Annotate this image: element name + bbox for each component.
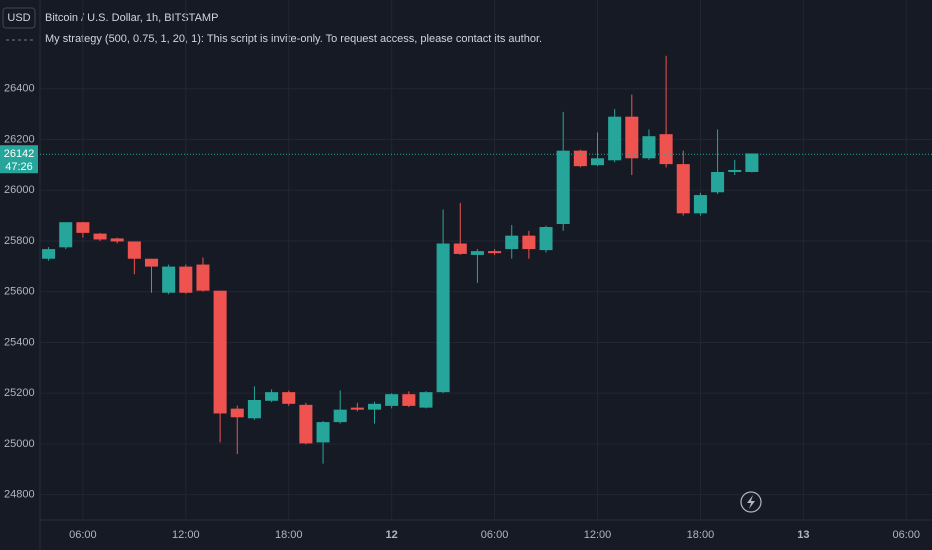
candle-body [350,407,364,410]
candle-body [505,235,519,250]
x-tick-label: 06:00 [69,529,97,541]
candle-body [265,392,279,401]
x-tick-label: 06:00 [893,529,921,541]
candle-body [179,266,193,293]
candle-body [93,233,107,240]
candle-body [642,136,656,159]
chart-title: Bitcoin / U.S. Dollar, 1h, BITSTAMP [45,12,218,24]
x-tick-label: 18:00 [687,529,715,541]
candle-body [470,251,484,255]
candle-body [316,422,330,443]
candle-body [333,409,347,423]
candle-body [625,116,639,159]
candle-body [539,227,553,251]
candle-body [196,264,210,291]
y-tick-label: 25400 [4,336,35,348]
candle-body [728,169,742,172]
candle-body [144,258,159,267]
y-tick-label: 25200 [4,387,35,399]
candle-body [402,394,416,406]
candle-body [488,251,502,254]
candle-body [59,222,73,248]
candle-body [419,392,433,408]
candle-body [42,249,56,259]
y-tick-label: 26400 [4,83,35,95]
candle-body [247,400,261,419]
candle-body [385,394,399,406]
candle-body [608,116,622,161]
y-tick-label: 26200 [4,133,35,145]
chart-subtitle: My strategy (500, 0.75, 1, 20, 1): This … [45,33,542,45]
currency[interactable]: USD [7,12,30,24]
last-price-label: 26142 [4,148,35,160]
candle-body [76,222,90,233]
candle-body [590,158,605,166]
candle-body [659,134,673,165]
last-price-badge [0,145,38,174]
y-tick-label: 26000 [4,184,35,196]
countdown-label: 47:26 [5,161,33,173]
candle-body [299,404,313,444]
y-tick-label: 25800 [4,235,35,247]
y-tick-label: 24800 [4,489,35,501]
x-tick-label: 12:00 [172,529,200,541]
x-tick-label: 13 [797,529,809,541]
candle-body [522,235,536,250]
lightning-icon[interactable] [740,491,762,513]
y-tick-label: 25000 [4,438,35,450]
candle-body [556,150,570,224]
candle-body [453,243,467,254]
candle-body [693,195,707,214]
x-tick-label: 06:00 [481,529,509,541]
candle-body [110,238,124,242]
candle-body [711,171,725,193]
x-tick-label: 12:00 [584,529,612,541]
candle-body [367,403,382,410]
y-tick-label: 25600 [4,286,35,298]
candle-body [230,408,244,418]
candle-body [436,243,450,393]
currency-button[interactable] [2,7,36,29]
candle-body [213,290,227,414]
candle-body [573,150,587,167]
candle-body [162,266,176,293]
x-tick-label: 18:00 [275,529,303,541]
candle-body [745,153,759,172]
candle-body [127,241,141,259]
x-tick-label: 12 [386,529,398,541]
candle-body [282,392,296,404]
candle-body [676,164,690,214]
